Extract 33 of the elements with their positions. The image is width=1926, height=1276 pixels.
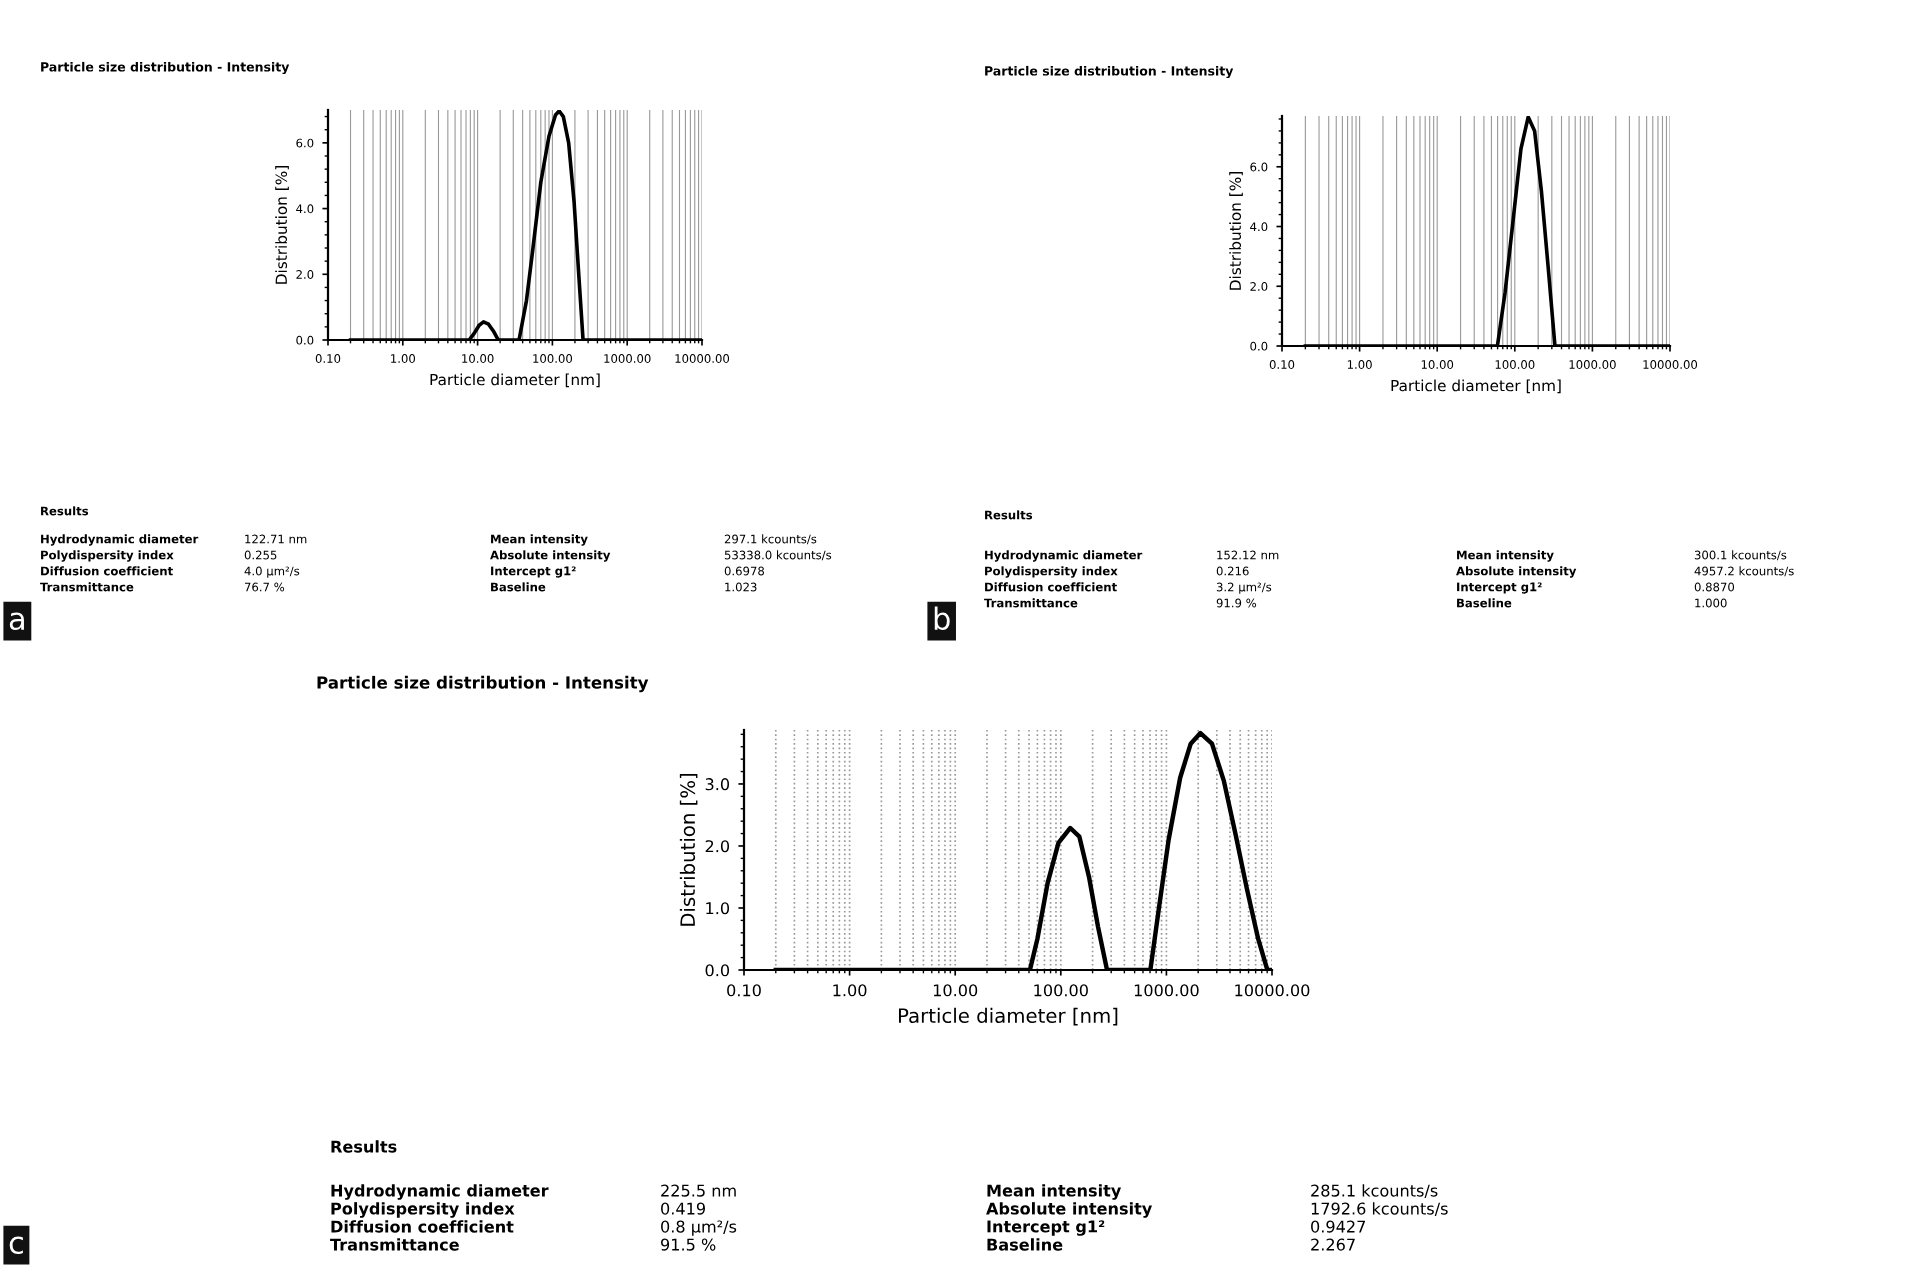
text: 0.8 µm²/s (661, 1220, 737, 1236)
text: 1792.6 kcounts/s (1311, 1202, 1448, 1216)
text: Baseline (987, 1238, 1063, 1251)
text: a (9, 612, 24, 631)
text: 2.267 (1311, 1238, 1355, 1251)
y-tick-label: 1.0 (706, 902, 730, 915)
x-tick-label: 1.00 (833, 984, 867, 997)
text: c (9, 1236, 23, 1255)
x-tick-label: 10.00 (933, 984, 978, 997)
y-tick-label: 3.0 (705, 778, 730, 791)
text: 0.9427 (1311, 1220, 1365, 1233)
text: Mean intensity (987, 1184, 1122, 1200)
text: Hydrodynamic diameter (331, 1184, 549, 1200)
y-tick-label: 2.0 (705, 840, 730, 853)
text: Polydispersity index (331, 1202, 515, 1218)
text: 0.419 (661, 1202, 705, 1215)
text: Absolute intensity (986, 1202, 1152, 1218)
x-tick-label: 1000.00 (1134, 984, 1199, 997)
x-tick-label: 10000.00 (1235, 984, 1310, 997)
x-tick-label: 100.00 (1034, 984, 1088, 997)
x-axis-title: Particle diameter [nm] (898, 1007, 1118, 1026)
text: b (934, 606, 950, 631)
text: Particle size distribution - Intensity (317, 675, 649, 693)
text: Diffusion coefficient (331, 1220, 514, 1233)
y-axis-title: Distribution [%] (679, 773, 698, 926)
text: Results (331, 1140, 397, 1153)
text: Transmittance (330, 1238, 459, 1251)
text: 285.1 kcounts/s (1311, 1184, 1438, 1198)
text: 91.5 % (661, 1238, 716, 1251)
text: Intercept g1² (987, 1220, 1105, 1236)
x-tick-label: 0.10 (727, 984, 761, 997)
text: 225.5 nm (661, 1184, 736, 1197)
y-tick-label: 0.0 (705, 964, 730, 977)
